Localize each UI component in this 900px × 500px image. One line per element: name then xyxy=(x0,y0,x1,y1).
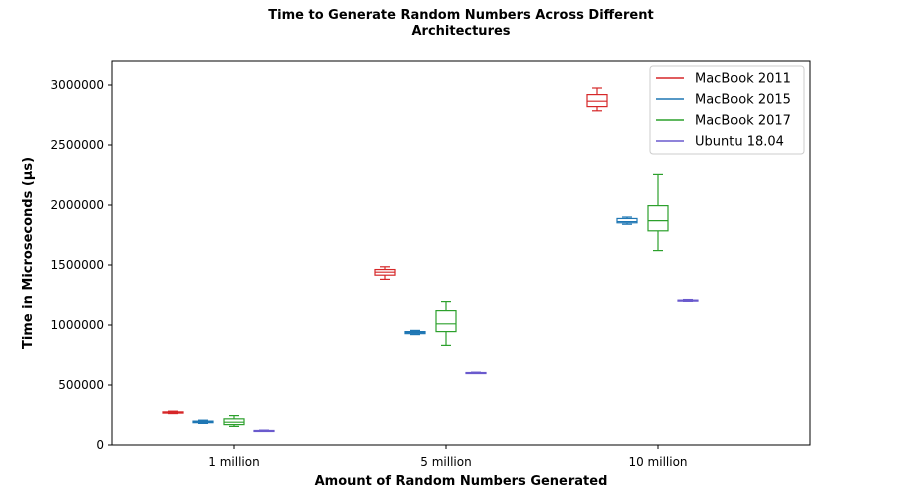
y-tick-label-6: 3000000 xyxy=(51,78,104,92)
box-0-0 xyxy=(162,410,184,415)
box-1-1 xyxy=(404,329,426,336)
y-tick-label-4: 2000000 xyxy=(51,198,104,212)
box-3-2 xyxy=(677,298,699,302)
legend-label-2: MacBook 2017 xyxy=(695,114,791,129)
y-tick-label-0: 0 xyxy=(96,438,104,452)
plot-frame xyxy=(111,60,811,446)
box-2-2 xyxy=(647,173,669,252)
y-tick-label-5: 2500000 xyxy=(51,138,104,152)
box-1-0 xyxy=(192,419,214,424)
legend-label-3: Ubuntu 18.04 xyxy=(695,135,784,150)
box-iqr xyxy=(616,217,638,224)
y-tick-label-3: 1500000 xyxy=(51,258,104,272)
y-axis-title: Time in Microseconds (μs) xyxy=(21,157,36,349)
box-2-1 xyxy=(435,301,457,346)
legend: MacBook 2011 MacBook 2015 MacBook 2017 Ubun… xyxy=(649,65,805,155)
box-2-0 xyxy=(223,415,245,427)
plot-area xyxy=(162,87,699,433)
box-1-2 xyxy=(616,216,638,225)
legend-label-1: MacBook 2015 xyxy=(695,93,791,108)
box-iqr xyxy=(435,310,457,333)
box-0-2 xyxy=(586,87,608,112)
chart-title-line-2: Architectures xyxy=(411,24,511,39)
x-tick-label-0: 1 million xyxy=(208,455,259,469)
box-iqr xyxy=(647,205,669,232)
x-tick-label-2: 10 million xyxy=(628,455,687,469)
box-0-1 xyxy=(374,266,396,280)
axes: 0 500000 1000000 1500000 2000000 2500000 30000… xyxy=(51,60,811,469)
y-tick-label-1: 500000 xyxy=(58,378,104,392)
legend-box xyxy=(649,65,805,155)
x-tick-label-1: 5 million xyxy=(420,455,471,469)
y-tick-label-2: 1000000 xyxy=(51,318,104,332)
chart-title-line-1: Time to Generate Random Numbers Across D… xyxy=(268,8,654,23)
box-3-1 xyxy=(465,371,487,375)
legend-label-0: MacBook 2011 xyxy=(695,72,791,87)
box-3-0 xyxy=(253,429,275,433)
x-axis-title: Amount of Random Numbers Generated xyxy=(315,474,608,489)
